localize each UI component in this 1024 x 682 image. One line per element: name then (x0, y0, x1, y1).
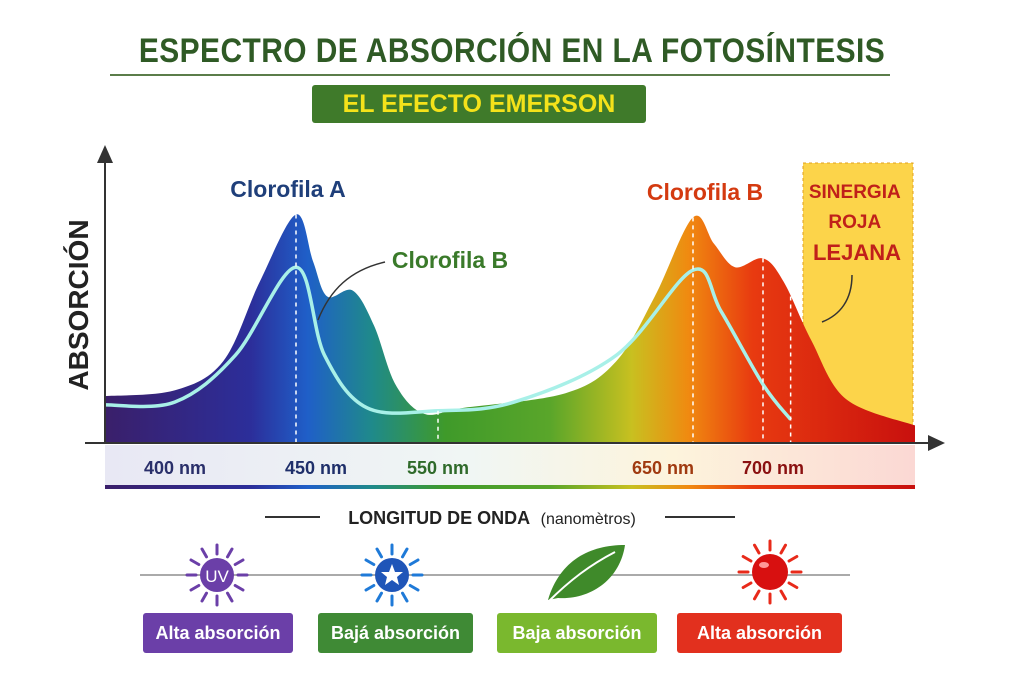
subtitle-banner: EL EFECTO EMERSON (312, 85, 646, 123)
sinergia-pointer (821, 274, 853, 323)
page-title: ESPECTRO DE ABSORCIÓN EN LA FOTOSÍNTESIS (138, 32, 886, 70)
x-tick-label: 700 nm (742, 458, 804, 478)
legend-badge-uv: Alta absorción (143, 613, 293, 653)
leaf-icon (547, 545, 625, 603)
x-tick-label: 650 nm (632, 458, 694, 478)
legend-badge-blue: Bajá absorción (318, 613, 473, 653)
annotation-clorofila-a: Clorofila A (230, 176, 345, 202)
x-tick-label: 400 nm (144, 458, 206, 478)
annotation-sinergia: SINERGIA ROJA LEJANA (809, 182, 905, 265)
wavelength-band (105, 445, 915, 487)
annotation-pointer (317, 261, 386, 321)
blue-star-sun-icon (360, 543, 424, 607)
legend-badge-green: Baja absorción (497, 613, 657, 653)
annotation-clorofila-b-green: Clorofila B (392, 247, 508, 273)
svg-text:LONGITUD DE ONDA (nanomètro: LONGITUD DE ONDA (nanomètros) (348, 508, 636, 528)
x-axis-arrow (928, 435, 945, 451)
x-tick-label: 450 nm (285, 458, 347, 478)
annotation-clorofila-b-red: Clorofila B (647, 179, 763, 205)
uv-sun-icon: UV (185, 543, 249, 607)
x-axis-unit: (nanomètros) (541, 511, 636, 528)
y-axis-arrow (97, 145, 113, 163)
spectrum-bar (105, 485, 915, 489)
svg-text:UV: UV (205, 567, 229, 586)
legend-badge-red: Alta absorción (677, 613, 842, 653)
title-divider (110, 74, 890, 76)
y-axis-label: ABSORCIÓN (63, 219, 94, 390)
x-axis-label: LONGITUD DE ONDA (348, 508, 530, 528)
x-tick-label: 550 nm (407, 458, 469, 478)
absorption-area (105, 214, 915, 443)
red-sun-icon (737, 539, 803, 605)
